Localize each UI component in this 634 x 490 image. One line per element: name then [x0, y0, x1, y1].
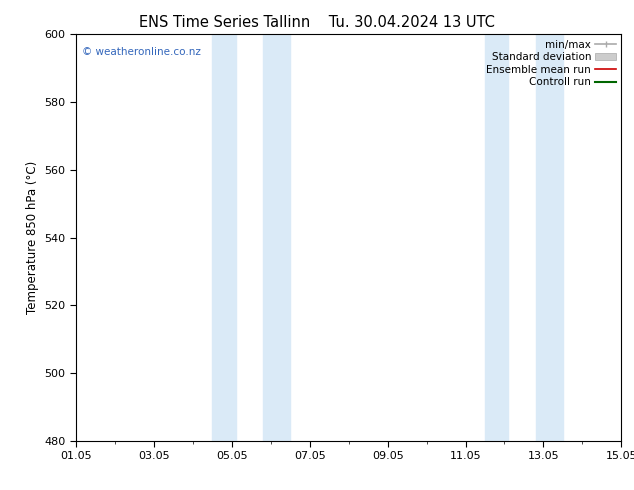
- Bar: [263, 34, 290, 441]
- Bar: [212, 34, 236, 441]
- Y-axis label: Temperature 850 hPa (°C): Temperature 850 hPa (°C): [26, 161, 39, 314]
- Bar: [485, 34, 508, 441]
- Legend: min/max, Standard deviation, Ensemble mean run, Controll run: min/max, Standard deviation, Ensemble me…: [483, 36, 619, 91]
- Bar: [536, 34, 563, 441]
- Text: © weatheronline.co.nz: © weatheronline.co.nz: [82, 47, 200, 56]
- Text: ENS Time Series Tallinn    Tu. 30.04.2024 13 UTC: ENS Time Series Tallinn Tu. 30.04.2024 1…: [139, 15, 495, 30]
